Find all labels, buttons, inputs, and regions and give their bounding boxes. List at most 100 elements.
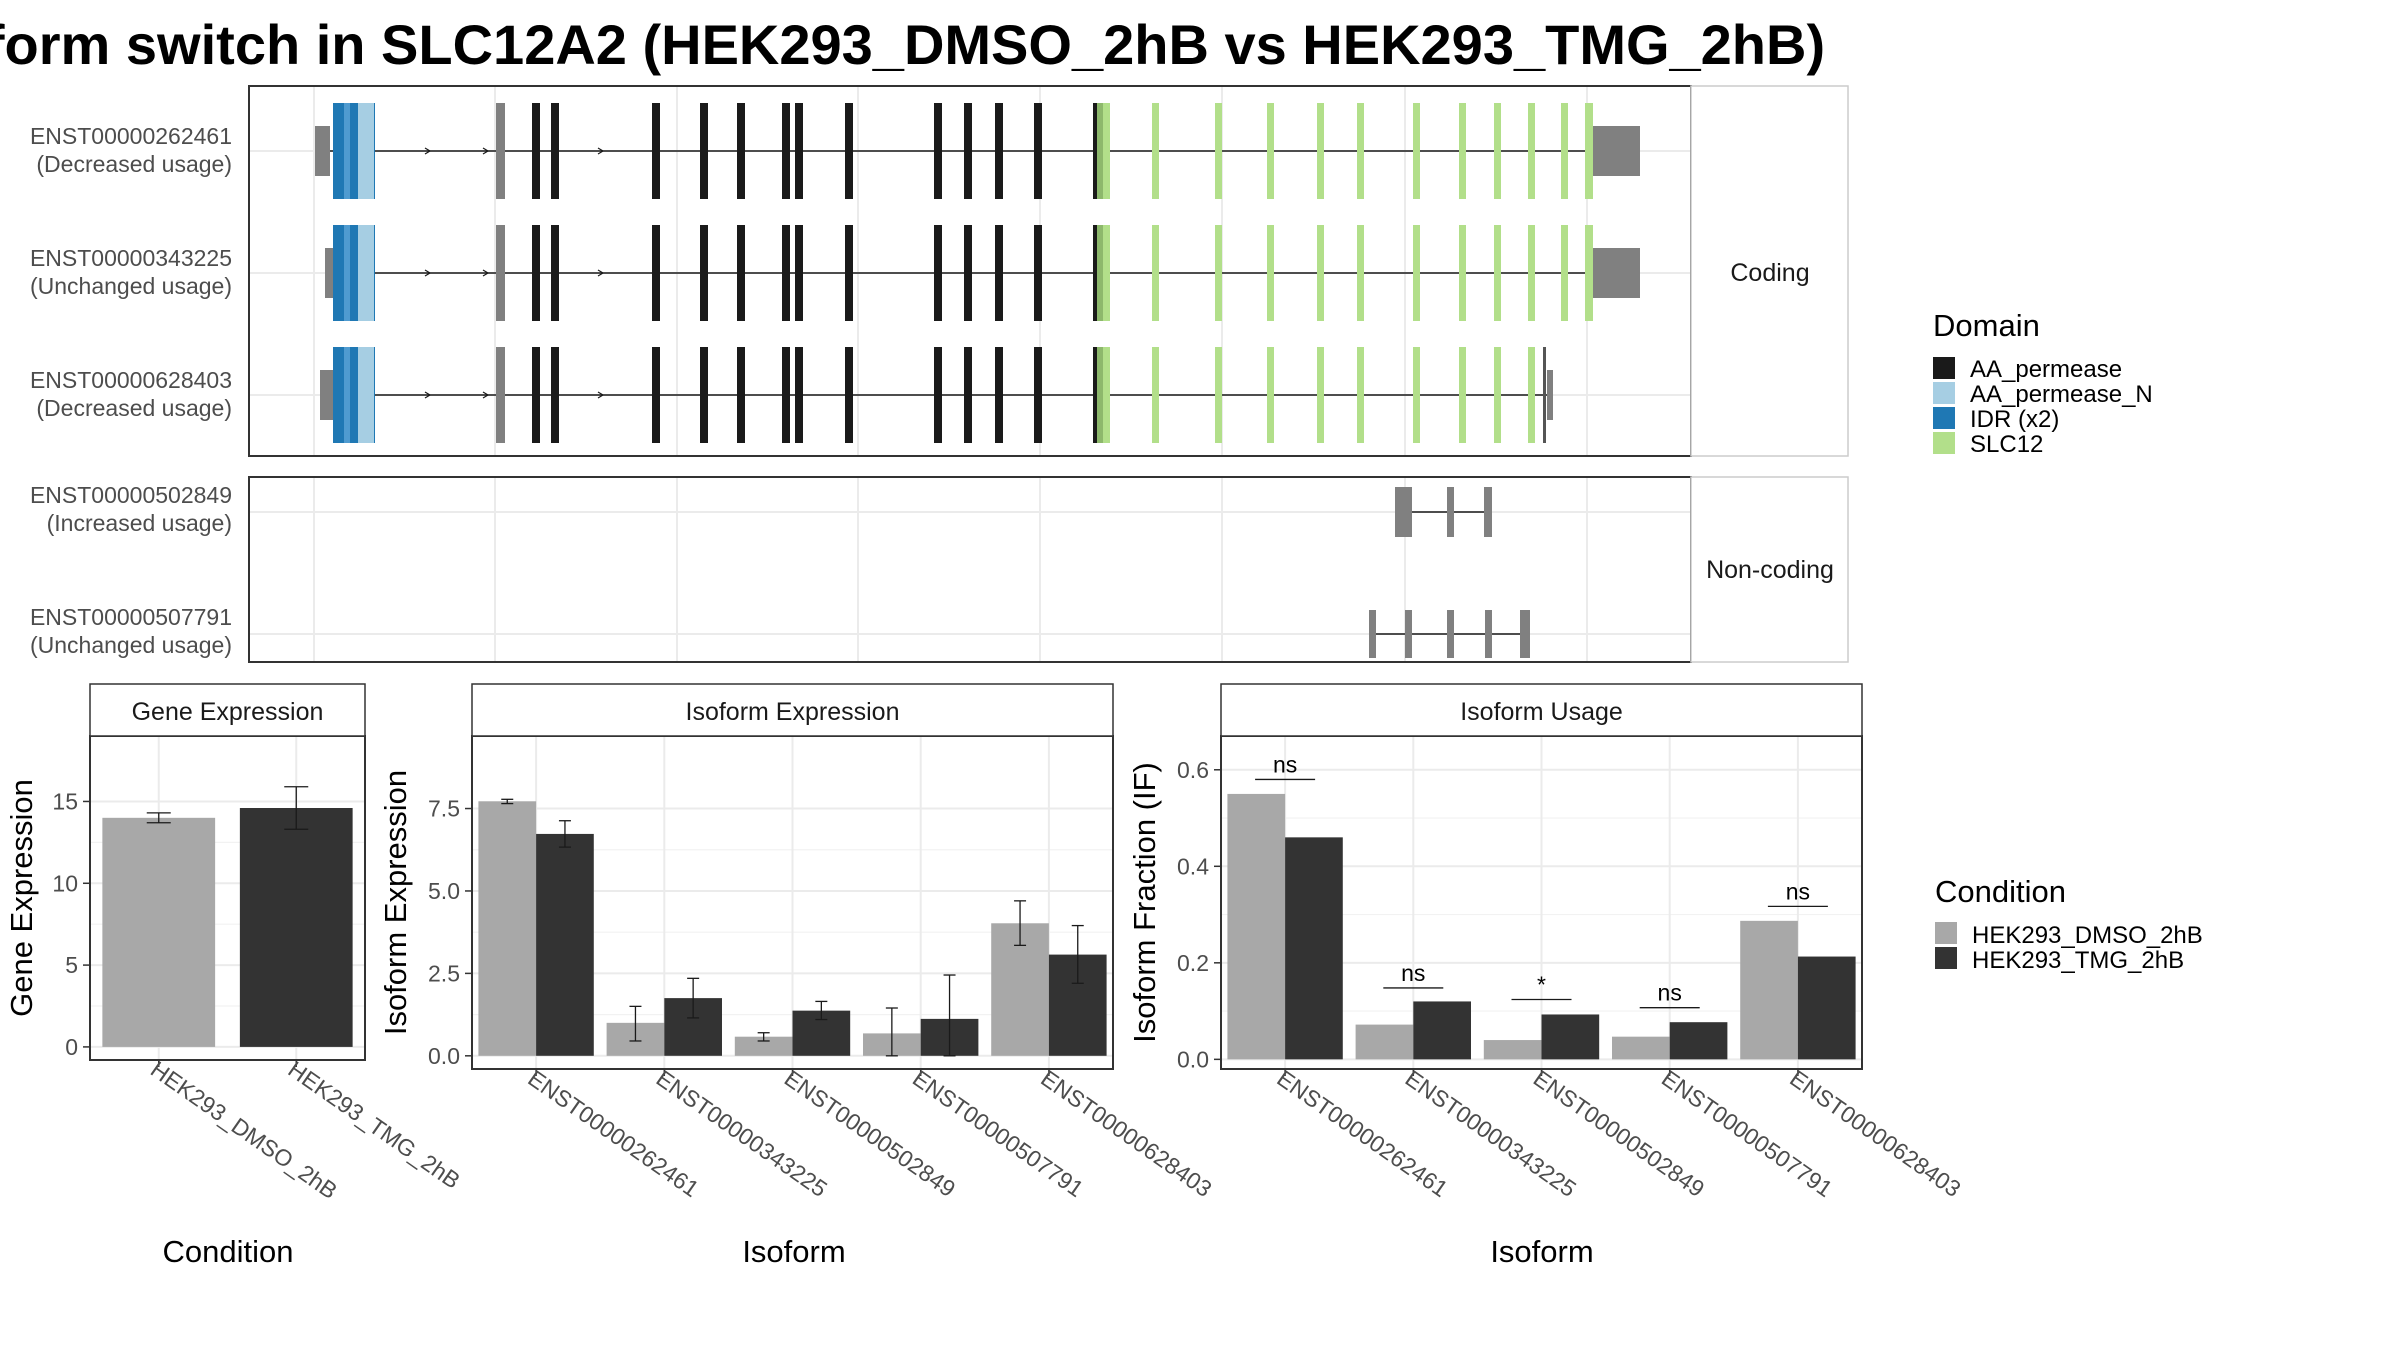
slc12-domain [1357, 103, 1364, 199]
slc12-domain [1561, 225, 1568, 321]
exon [1447, 487, 1454, 537]
exon [1405, 610, 1412, 658]
legend-key-aa-permease [1933, 357, 1955, 379]
slc12-domain [1215, 347, 1222, 443]
transcript-id-label: ENST00000507791 [30, 604, 232, 630]
utr-3prime [1547, 370, 1553, 420]
condition-legend: Condition HEK293_DMSO_2hB HEK293_TMG_2hB [1935, 874, 2203, 974]
bar [239, 808, 353, 1047]
exon [1543, 347, 1546, 443]
slc12-domain [1103, 347, 1110, 443]
aa-permease-domain [700, 347, 708, 443]
transcript-usage-label: (Increased usage) [47, 510, 232, 536]
aa-permease-domain [782, 225, 790, 321]
aa-permease-domain [845, 103, 853, 199]
slc12-domain [1413, 225, 1420, 321]
aa-permease-domain [845, 347, 853, 443]
aa-permease-domain [1093, 347, 1099, 443]
coding-strip-label: Coding [1730, 259, 1809, 287]
isoform-expression-panel: Isoform Expression0.02.55.07.5ENST000002… [378, 683, 1217, 1269]
bar [1413, 1001, 1471, 1060]
slc12-domain [1585, 225, 1593, 321]
transcript-id-label: ENST00000343225 [30, 245, 232, 271]
bar [102, 817, 216, 1047]
slc12-domain [1494, 103, 1501, 199]
y-tick-label: 5.0 [428, 878, 460, 904]
aa-permease-domain [995, 103, 1003, 199]
slc12-domain [1317, 225, 1324, 321]
aa-permease-domain [1034, 347, 1042, 443]
transcript-track [1395, 487, 1492, 537]
aa-permease-domain [845, 225, 853, 321]
direction-arrow [597, 147, 605, 155]
bar [1227, 793, 1286, 1060]
significance-label: ns [1401, 960, 1425, 986]
structure-noncoding-panel: Non-coding [248, 476, 1849, 663]
aa-permease-domain [551, 225, 559, 321]
utr-5prime [320, 370, 335, 420]
direction-arrow [482, 147, 490, 155]
facet-strip [471, 683, 1114, 737]
exon [1447, 610, 1454, 658]
aa-permease-domain [737, 225, 745, 321]
bar [478, 801, 537, 1056]
aa-permease-domain [934, 225, 942, 321]
transcript-id-label: ENST00000502849 [30, 482, 232, 508]
idr-domain [344, 225, 350, 321]
aa-permease-domain [652, 103, 660, 199]
domain-legend-title: Domain [1933, 308, 2040, 343]
slc12-domain [1459, 103, 1466, 199]
direction-arrow [482, 269, 490, 277]
transcript-usage-label: (Unchanged usage) [30, 632, 232, 658]
bar [1797, 956, 1856, 1060]
significance-label: ns [1273, 751, 1297, 777]
legend-key-aa-permease-n [1933, 382, 1955, 404]
slc12-domain [1317, 347, 1324, 443]
bar [1669, 1022, 1728, 1060]
significance-label: ns [1786, 878, 1810, 904]
aa-permease-domain [551, 103, 559, 199]
exon [1097, 225, 1103, 321]
slc12-domain [1528, 103, 1535, 199]
transcript-track [320, 347, 1553, 443]
exon [1097, 103, 1103, 199]
slc12-domain [1215, 103, 1222, 199]
exon [496, 225, 505, 321]
legend-label: AA_permease [1970, 356, 2122, 383]
aa-permease-domain [737, 347, 745, 443]
aa-permease-domain [964, 225, 972, 321]
direction-arrow [424, 147, 432, 155]
idr-domain [344, 347, 350, 443]
legend-key-slc12 [1933, 432, 1955, 454]
facet-strip [1220, 683, 1863, 737]
legend-key-idr [1933, 407, 1955, 429]
utr-3prime [1593, 248, 1640, 298]
aa-permease-n-domain [358, 347, 374, 443]
slc12-domain [1215, 225, 1222, 321]
legend-label: SLC12 [1970, 431, 2043, 458]
direction-arrow [424, 391, 432, 399]
aa-permease-domain [964, 103, 972, 199]
slc12-domain [1267, 103, 1274, 199]
slc12-domain [1152, 347, 1159, 443]
legend-label: IDR (x2) [1970, 406, 2059, 433]
y-tick-label: 0.6 [1177, 757, 1209, 783]
bar [1541, 1014, 1600, 1060]
y-tick-label: 0 [65, 1034, 78, 1060]
exon [1520, 610, 1530, 658]
slc12-domain [1103, 103, 1110, 199]
y-tick-label: 0.0 [428, 1043, 460, 1069]
transcript-track [325, 225, 1640, 321]
transcript-track [315, 103, 1640, 199]
slc12-domain [1494, 225, 1501, 321]
transcript-usage-label: (Unchanged usage) [30, 273, 232, 299]
slc12-domain [1413, 103, 1420, 199]
x-axis-title: Isoform [742, 1234, 845, 1269]
direction-arrow [597, 269, 605, 277]
aa-permease-domain [652, 225, 660, 321]
noncoding-strip-label: Non-coding [1706, 556, 1834, 584]
aa-permease-domain [1093, 103, 1099, 199]
utr-5prime [325, 248, 333, 298]
chart-title: Isoform switch in SLC12A2 (HEK293_DMSO_2… [0, 13, 1826, 76]
